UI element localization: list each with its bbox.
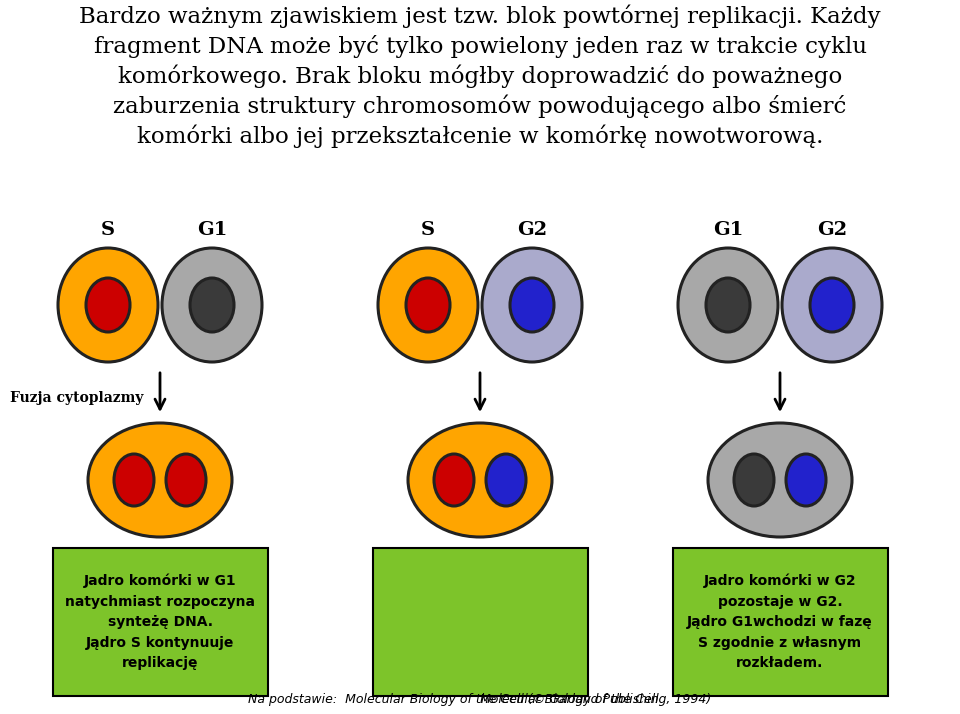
- Text: Bardzo ważnym zjawiskiem jest tzw. blok powtórnej replikacji. Każdy
fragment DNA: Bardzo ważnym zjawiskiem jest tzw. blok …: [79, 5, 881, 148]
- Ellipse shape: [708, 423, 852, 537]
- Ellipse shape: [166, 454, 206, 506]
- Ellipse shape: [114, 454, 154, 506]
- Ellipse shape: [162, 248, 262, 362]
- Text: Fuzja cytoplazmy: Fuzja cytoplazmy: [10, 391, 143, 405]
- Text: G2: G2: [817, 221, 847, 239]
- Text: G1: G1: [197, 221, 228, 239]
- Ellipse shape: [786, 454, 826, 506]
- Ellipse shape: [734, 454, 774, 506]
- Text: Jadro komórki w G1
natychmiast rozpoczyna
synteżę DNA.
Jądro S kontynuuje
replik: Jadro komórki w G1 natychmiast rozpoczyn…: [65, 573, 255, 670]
- Text: Jadro komórki w G2
pozostaje w G2.
Jądro G1wchodzi w fazę
S zgodnie z własnym
ro: Jadro komórki w G2 pozostaje w G2. Jądro…: [687, 573, 873, 670]
- Ellipse shape: [408, 423, 552, 537]
- Ellipse shape: [810, 278, 854, 332]
- Text: S: S: [421, 221, 435, 239]
- FancyBboxPatch shape: [372, 548, 588, 696]
- Ellipse shape: [378, 248, 478, 362]
- Ellipse shape: [86, 278, 130, 332]
- Ellipse shape: [510, 278, 554, 332]
- Ellipse shape: [190, 278, 234, 332]
- Ellipse shape: [486, 454, 526, 506]
- Ellipse shape: [678, 248, 778, 362]
- Ellipse shape: [782, 248, 882, 362]
- Ellipse shape: [434, 454, 474, 506]
- Ellipse shape: [482, 248, 582, 362]
- Ellipse shape: [406, 278, 450, 332]
- Text: Molecular Biology of the Cell: Molecular Biology of the Cell: [480, 693, 659, 706]
- Text: Na podstawie:  Molecular Biology of the Cell (© Garland Publishing, 1994): Na podstawie: Molecular Biology of the C…: [249, 693, 711, 706]
- Text: G1: G1: [713, 221, 743, 239]
- FancyBboxPatch shape: [673, 548, 887, 696]
- Text: G2: G2: [516, 221, 547, 239]
- Ellipse shape: [58, 248, 158, 362]
- Ellipse shape: [706, 278, 750, 332]
- Ellipse shape: [88, 423, 232, 537]
- Text: S: S: [101, 221, 115, 239]
- FancyBboxPatch shape: [53, 548, 268, 696]
